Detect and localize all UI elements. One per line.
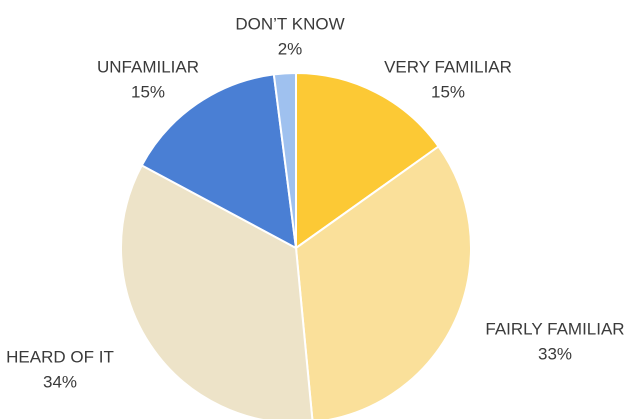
slice-value-label: 33% [538, 344, 572, 363]
slice-value-label: 2% [278, 39, 303, 58]
slice-value-label: 34% [43, 372, 77, 391]
pie-slice [272, 71, 297, 249]
slice-value-label: 15% [431, 82, 465, 101]
pie-slice [295, 71, 440, 250]
pie-slice [120, 163, 314, 419]
slice-label: UNFAMILIAR [97, 57, 199, 76]
slice-label: DON’T KNOW [235, 14, 344, 33]
pie-slice [294, 145, 472, 419]
slice-label: FAIRLY FAMILIAR [485, 319, 624, 338]
pie-slice [140, 73, 298, 250]
slice-label: VERY FAMILIAR [384, 57, 512, 76]
slice-label: HEARD OF IT [6, 347, 114, 366]
slice-value-label: 15% [131, 82, 165, 101]
